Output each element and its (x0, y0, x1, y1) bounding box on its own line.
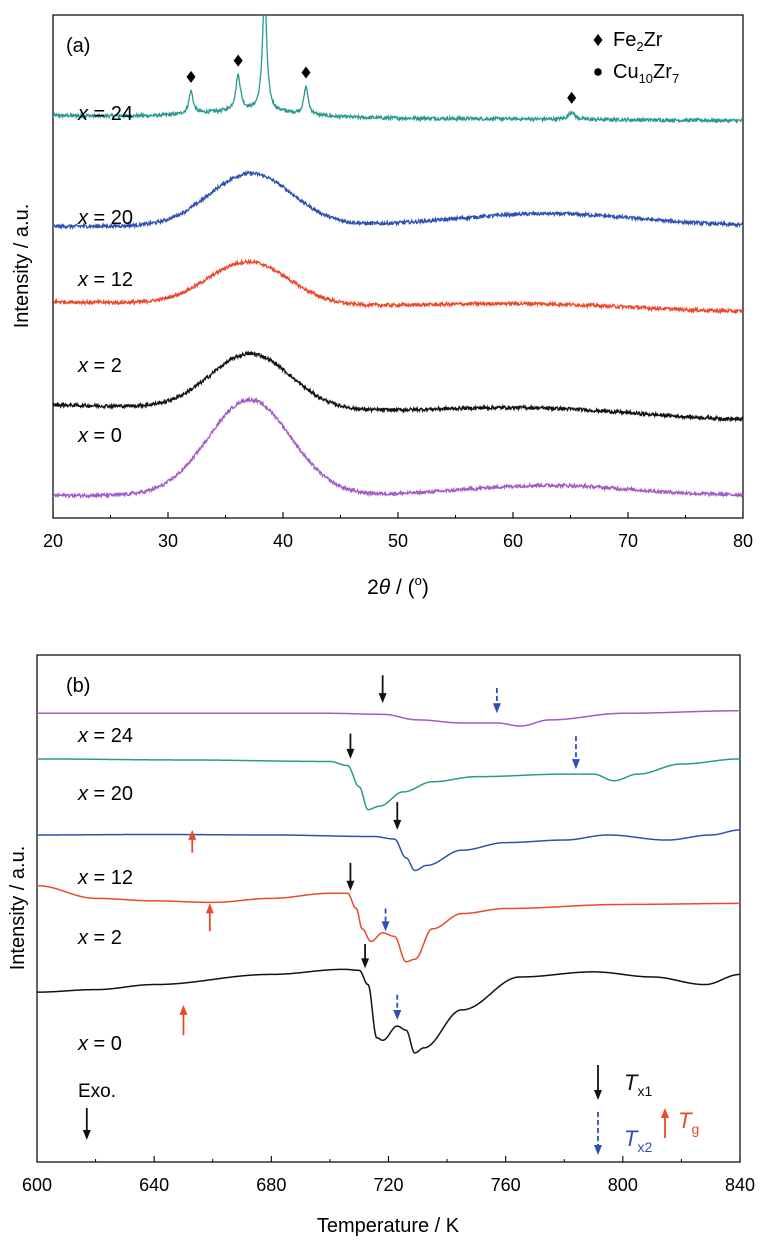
panel-b-series-label: x = 24 (77, 725, 133, 747)
panel-b-series-label: x = 0 (77, 1033, 122, 1055)
panel-b-tick-label: 760 (491, 1175, 521, 1195)
panel-b-legend-tx2-label: Tx2 (624, 1126, 652, 1155)
panel-a-series (53, 15, 743, 500)
panel-b-arrows (179, 675, 580, 1036)
panel-b-legend-tg-label: Tg (678, 1108, 699, 1137)
panel-b-legend-tx1-label: Tx1 (624, 1070, 652, 1099)
panel-b-tg-arrow (188, 829, 197, 853)
panel-b-exo-arrow (82, 1108, 91, 1140)
panel-a-x-axis-label: 2θ / (o) (367, 573, 429, 599)
panel-a-peak-marker-diamond (301, 66, 311, 79)
panel-b-x-ticks: 600 640 680 720 760 800 840 (22, 1156, 755, 1195)
panel-b-tx1-arrow (361, 943, 370, 969)
panel-b-series-line (37, 968, 740, 1054)
panel-a-series-line (53, 350, 743, 423)
panel-b-series-label: x = 20 (77, 783, 133, 805)
panel-a: (a) 20 30 40 50 60 70 80 x = 24x = 20x = 12x =… (11, 14, 753, 599)
panel-b-legend-tx1-arrow (594, 1065, 602, 1100)
panel-a-tick-label: 60 (503, 531, 523, 551)
panel-b-tick-label: 680 (256, 1175, 286, 1195)
panel-a-series-line (53, 258, 743, 315)
panel-a-x-ticks: 20 30 40 50 60 70 80 (43, 512, 753, 551)
panel-a-series-label: x = 20 (77, 207, 133, 229)
panel-a-series-label: x = 0 (77, 425, 122, 447)
panel-b-series-line (37, 829, 740, 872)
panel-a-legend-diamond (593, 34, 603, 46)
panel-b-series-label: x = 12 (77, 867, 133, 889)
panel-b-tx2-arrow (393, 994, 402, 1021)
panel-b-tx1-arrow (346, 733, 355, 759)
panel-b-tx1-arrow (346, 862, 355, 891)
panel-b-tx1-arrow (393, 802, 402, 830)
panel-a-tick-label: 70 (618, 531, 638, 551)
panel-b-y-axis-label: Intensity / a.u. (7, 846, 29, 971)
panel-b-tick-label: 640 (139, 1175, 169, 1195)
panel-a-peak-marker-diamond (567, 91, 577, 104)
panel-b-tick-label: 600 (22, 1175, 52, 1195)
panel-a-series-label: x = 12 (77, 269, 133, 291)
panel-a-series-labels: x = 24 x = 20 x = 12 x = 2 x = 0 (77, 103, 133, 447)
panel-a-tick-label: 50 (388, 531, 408, 551)
panel-a-y-axis-label: Intensity / a.u. (11, 204, 33, 329)
panel-b-series-label: x = 2 (77, 927, 122, 949)
panel-b-tg-arrow (179, 1004, 188, 1036)
panel-b-tick-label: 800 (608, 1175, 638, 1195)
panel-a-tick-label: 80 (733, 531, 753, 551)
panel-a-series-label: x = 24 (77, 103, 133, 125)
panel-a-peak-markers (186, 54, 577, 104)
panel-a-series-label: x = 2 (77, 355, 122, 377)
panel-b-x-axis-label: Temperature / K (317, 1215, 460, 1237)
panel-b-series-line (37, 758, 740, 811)
panel-b-series-labels: x = 24 x = 20 x = 12 x = 2 x = 0 (77, 725, 133, 1055)
panel-b-series-line (37, 884, 740, 963)
panel-b-legend-tg-arrow (661, 1108, 669, 1138)
panel-b-tick-label: 840 (725, 1175, 755, 1195)
panel-a-tick-label: 30 (158, 531, 178, 551)
panel-b-tx1-arrow (378, 675, 387, 704)
panel-a-legend: Fe2Zr Cu10Zr7 (593, 29, 679, 86)
panel-b-tg-arrow (205, 903, 214, 932)
panel-b-tx2-arrow (381, 908, 390, 932)
panel-a-frame (52, 14, 744, 519)
panel-b-legend-tx2-arrow (594, 1112, 602, 1155)
panel-a-tick-label: 40 (273, 531, 293, 551)
panel-b-tick-label: 720 (373, 1175, 403, 1195)
panel-a-legend-label: Fe2Zr (613, 29, 663, 54)
panel-a-series-line (53, 15, 743, 124)
panel-b: (b) 600 640 680 720 760 800 840 x = 24x = 20x … (7, 654, 755, 1237)
panel-a-legend-circle (594, 68, 602, 76)
panel-a-series-line (53, 396, 743, 500)
panel-b-series (37, 710, 740, 1054)
panel-a-legend-label: Cu10Zr7 (613, 61, 679, 86)
panel-b-annotations: Exo. Tx1 Tx2 Tg (78, 1065, 699, 1155)
panel-a-label: (a) (66, 35, 90, 57)
panel-b-label: (b) (66, 675, 90, 697)
panel-a-series-line (53, 169, 743, 231)
panel-b-tx2-arrow (492, 687, 501, 714)
panel-a-peak-marker-diamond (233, 54, 243, 67)
panel-a-tick-label: 20 (43, 531, 63, 551)
panel-b-series-line (37, 710, 740, 727)
panel-b-exo-label: Exo. (78, 1081, 116, 1102)
panel-a-peak-marker-diamond (186, 70, 196, 83)
panel-b-tx2-arrow (571, 736, 580, 770)
